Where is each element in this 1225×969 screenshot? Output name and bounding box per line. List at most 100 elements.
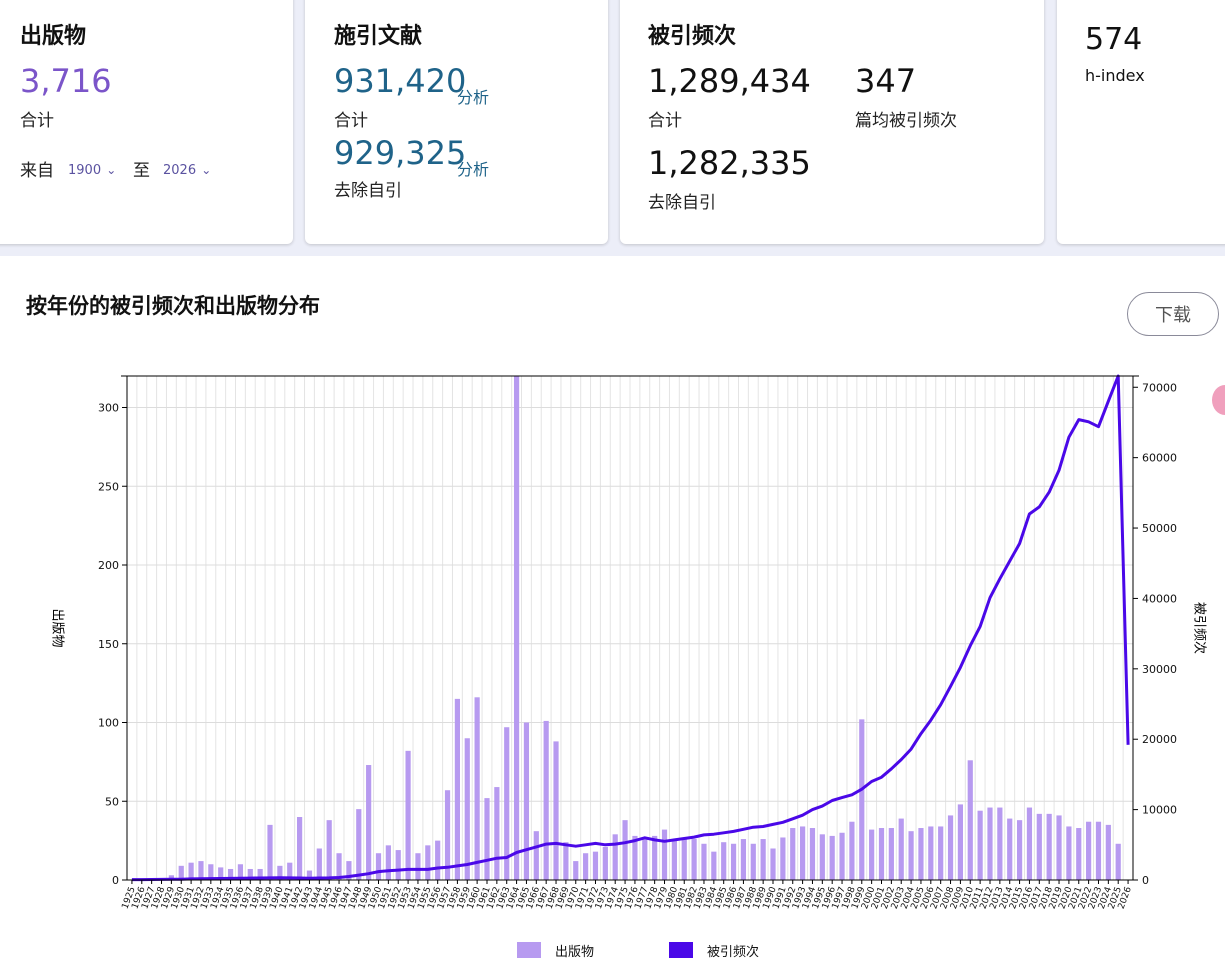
bar-1942 <box>296 817 303 880</box>
y-left-tick-label: 50 <box>105 795 119 808</box>
hindex-value: 574 <box>1085 22 1143 57</box>
chart-grid <box>126 376 1134 881</box>
y-right-tick-label: 50000 <box>1142 522 1177 535</box>
publications-total[interactable]: 3,716 <box>20 62 112 100</box>
bar-1967 <box>543 720 549 880</box>
chevron-down-icon: ⌄ <box>106 163 117 177</box>
publications-card: 出版物 3,716 合计 来自 1900 ⌄ 至 2026 ⌄ <box>0 0 293 244</box>
to-year-select[interactable]: 2026 ⌄ <box>163 159 211 178</box>
bar-1952 <box>395 850 401 880</box>
bar-1994 <box>809 828 816 880</box>
bar-1985 <box>721 842 727 880</box>
bar-1973 <box>602 846 608 880</box>
bar-2017 <box>1036 813 1042 880</box>
bar-1999 <box>859 719 865 880</box>
bar-1951 <box>385 845 391 880</box>
times-cited-total: 1,289,434 <box>648 62 811 100</box>
bar-1993 <box>799 826 806 880</box>
y-left-label: 出版物 <box>50 608 65 647</box>
bar-2025 <box>1115 843 1121 880</box>
bar-2012 <box>987 807 993 880</box>
y-left-tick-label: 100 <box>98 717 119 730</box>
citing-title: 施引文献 <box>334 24 423 49</box>
bar-1981 <box>681 837 687 880</box>
bar-1960 <box>474 697 480 880</box>
bar-2022 <box>1086 821 1092 880</box>
bar-1938 <box>257 868 263 880</box>
bar-1933 <box>208 864 214 880</box>
bar-2015 <box>1016 820 1023 880</box>
line-series <box>131 374 1130 882</box>
chevron-down-icon: ⌄ <box>201 163 212 177</box>
bar-2003 <box>898 818 904 880</box>
bar-1976 <box>632 835 638 880</box>
bar-1992 <box>790 828 796 880</box>
bar-1986 <box>730 843 737 880</box>
from-year-value: 1900 <box>68 163 102 178</box>
from-label: 来自 <box>20 161 54 181</box>
bar-1935 <box>227 868 234 880</box>
from-year-select[interactable]: 1900 ⌄ <box>68 159 116 178</box>
bar-2001 <box>878 828 885 880</box>
legend-swatch-0 <box>517 942 541 958</box>
bar-2002 <box>888 828 894 880</box>
bar-2018 <box>1046 813 1052 880</box>
y-right-tick-label: 10000 <box>1142 804 1177 817</box>
bar-1968 <box>553 741 559 880</box>
citing-total[interactable]: 931,420 <box>334 62 467 100</box>
bar-2019 <box>1056 815 1062 880</box>
section-title: 按年份的被引频次和出版物分布 <box>26 294 320 318</box>
y-right-tick-label: 0 <box>1142 874 1149 887</box>
bar-2010 <box>967 760 973 880</box>
bar-1930 <box>178 865 184 880</box>
bar-1983 <box>701 843 707 880</box>
bar-1975 <box>622 820 628 880</box>
bar-1979 <box>661 829 668 880</box>
legend-label-0: 出版物 <box>555 945 594 960</box>
analyze-link-2[interactable]: 分析 <box>457 160 490 179</box>
bar-2009 <box>957 804 964 880</box>
bar-1956 <box>435 840 441 880</box>
bar-1939 <box>267 824 273 880</box>
chart-axes: 0 50 100 150 200 250 300 0 10000 20000 30000 40000 5… <box>98 375 1177 911</box>
bar-1963 <box>504 727 510 880</box>
bar-2023 <box>1095 821 1102 880</box>
analyze-link[interactable]: 分析 <box>457 88 490 107</box>
bar-1947 <box>346 861 352 880</box>
bar-2000 <box>869 829 875 880</box>
legend-swatch-1 <box>669 942 693 958</box>
bar-2024 <box>1105 824 1111 880</box>
feedback-badge[interactable] <box>1212 385 1225 415</box>
bar-1964 <box>513 376 520 880</box>
citing-excl-label: 去除自引 <box>334 181 402 201</box>
bar-2004 <box>908 831 914 880</box>
bar-2020 <box>1066 826 1072 880</box>
bar-1991 <box>780 837 786 880</box>
bar-2005 <box>918 828 924 880</box>
bar-1934 <box>218 867 224 880</box>
bar-1971 <box>583 853 589 880</box>
download-button[interactable]: 下载 <box>1127 292 1219 336</box>
bar-1949 <box>366 765 372 880</box>
bar-1948 <box>356 809 362 880</box>
avg-citations-label: 篇均被引频次 <box>855 111 957 131</box>
bar-1980 <box>671 840 677 880</box>
citing-total-label: 合计 <box>334 111 368 131</box>
bar-1987 <box>740 839 747 880</box>
bar-1959 <box>464 738 470 880</box>
citing-excl-total[interactable]: 929,325 <box>334 134 467 172</box>
bar-1965 <box>523 722 530 880</box>
times-cited-excl: 1,282,335 <box>648 144 811 182</box>
to-year-value: 2026 <box>163 163 197 178</box>
times-cited-excl-label: 去除自引 <box>648 193 716 213</box>
publications-title: 出版物 <box>20 24 87 49</box>
bar-1954 <box>415 853 421 880</box>
bar-1988 <box>750 843 756 880</box>
bar-1944 <box>316 848 322 880</box>
y-left-tick-label: 250 <box>98 480 119 493</box>
bar-2016 <box>1026 807 1033 880</box>
bar-2006 <box>928 826 934 880</box>
bar-1995 <box>819 834 825 880</box>
to-label: 至 <box>133 161 150 181</box>
